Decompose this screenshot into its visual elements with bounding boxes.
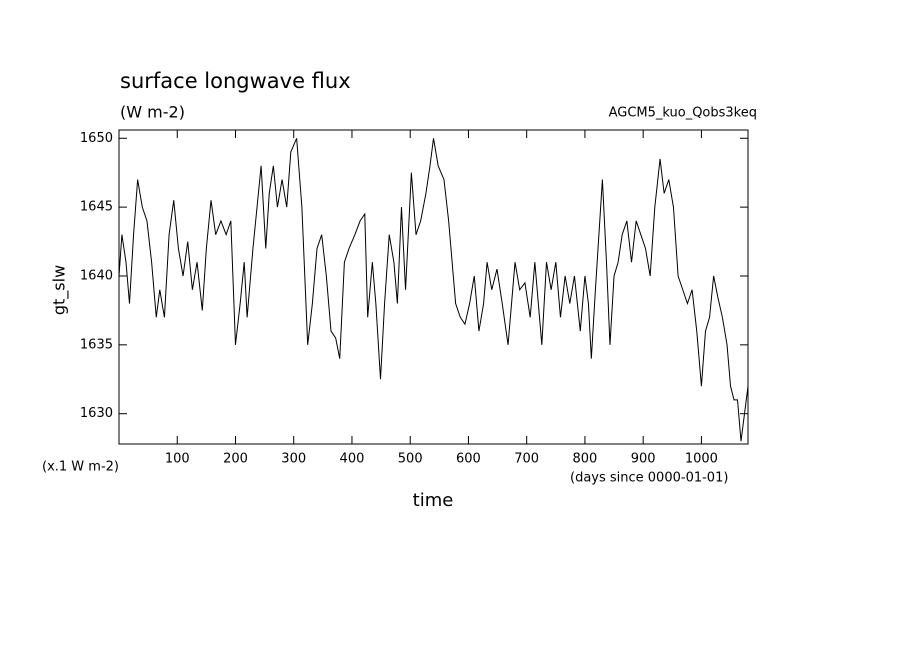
x-tick-label: 800 [573, 452, 598, 467]
x-tick-label: 200 [223, 452, 248, 467]
x-tick-label: 300 [281, 452, 306, 467]
x-tick-label: 100 [165, 452, 190, 467]
y-axis-label: gt_slw [50, 265, 70, 315]
y-tick-label: 1645 [80, 200, 113, 215]
plot-frame [118, 129, 749, 445]
x-tick-label: 1000 [685, 452, 718, 467]
y-tick-label: 1630 [80, 406, 113, 421]
chart-title: surface longwave flux [120, 69, 351, 93]
y-tick-label: 1650 [80, 131, 113, 146]
x-unit: (days since 0000-01-01) [570, 471, 728, 486]
x-tick-label: 400 [340, 452, 365, 467]
x-axis-label: time [413, 490, 454, 511]
y-tick-label: 1640 [80, 268, 113, 283]
x-tick-label: 500 [398, 452, 423, 467]
x-tick-label: 700 [514, 452, 539, 467]
data-line [118, 138, 749, 442]
x-tick-label: 600 [456, 452, 481, 467]
chart-subtitle: (W m-2) [120, 103, 185, 122]
annotation: AGCM5_kuo_Qobs3keq [609, 106, 757, 121]
x-tick-label: 900 [631, 452, 656, 467]
y-tick-label: 1635 [80, 337, 113, 352]
y-unit: (x.1 W m-2) [42, 460, 119, 475]
